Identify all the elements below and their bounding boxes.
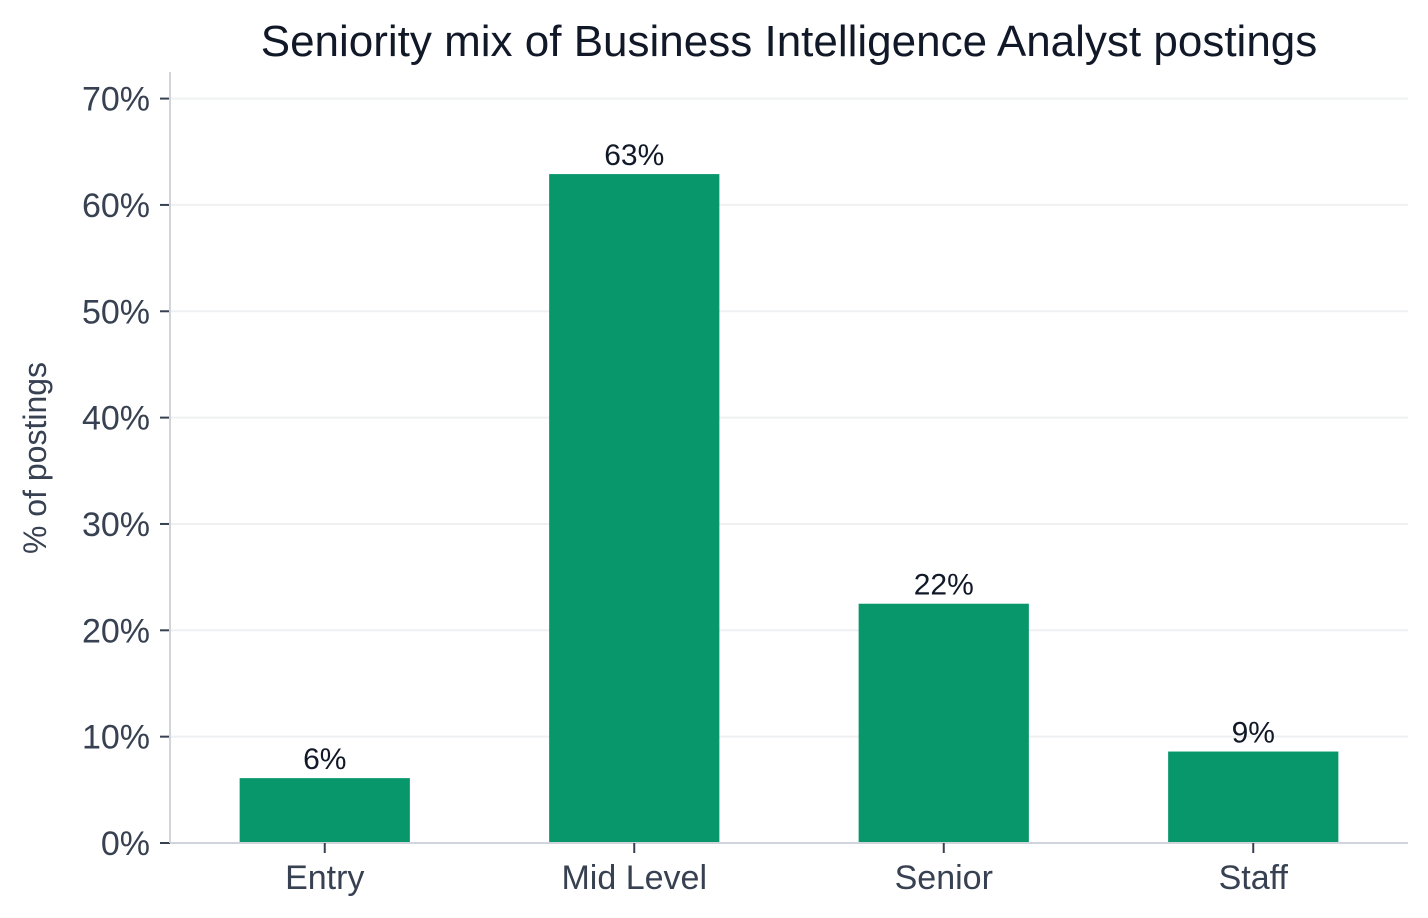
bar — [239, 778, 410, 843]
y-tick-label: 0% — [101, 825, 150, 863]
y-tick-label: 20% — [82, 612, 150, 650]
bar — [1168, 751, 1339, 843]
bar — [549, 174, 720, 843]
y-tick-label: 60% — [82, 187, 150, 225]
x-tick-label: Entry — [285, 859, 364, 897]
y-tick-label: 70% — [82, 81, 150, 119]
bar-value-label: 22% — [914, 569, 974, 602]
chart-title: Seniority mix of Business Intelligence A… — [261, 17, 1318, 66]
y-tick-label: 30% — [82, 506, 150, 544]
y-axis-label: % of postings — [17, 362, 53, 554]
x-tick-label: Mid Level — [561, 859, 707, 897]
y-tick-label: 50% — [82, 293, 150, 331]
bar-layer — [239, 174, 1339, 843]
label-layer: 0% 10% 20% 30% 40% 50% 60% 70% Entry 6% Mid Level 6… — [82, 81, 1289, 897]
bar — [858, 603, 1029, 843]
bar-value-label: 9% — [1232, 717, 1275, 750]
x-tick-label: Senior — [895, 859, 993, 897]
bar-value-label: 63% — [604, 139, 664, 172]
y-tick-label: 10% — [82, 719, 150, 757]
grid-layer — [170, 97, 1408, 738]
axis-layer — [160, 72, 1408, 853]
y-tick-label: 40% — [82, 400, 150, 438]
x-tick-label: Staff — [1219, 859, 1289, 897]
bar-value-label: 6% — [303, 743, 346, 776]
